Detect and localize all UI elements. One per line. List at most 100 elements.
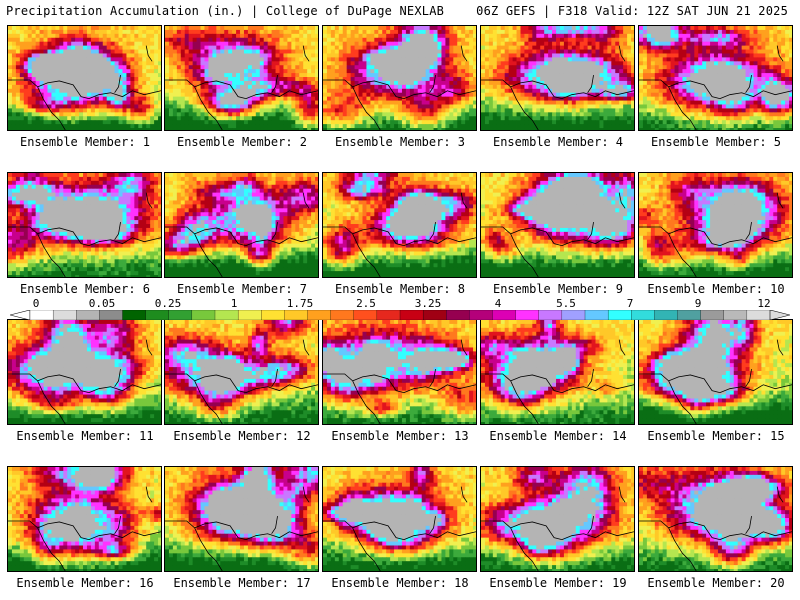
ensemble-member-map bbox=[7, 25, 162, 131]
ensemble-member-map bbox=[480, 172, 635, 278]
state-boundaries bbox=[165, 192, 318, 277]
state-boundaries bbox=[639, 339, 792, 424]
ensemble-member-label: Ensemble Member: 15 bbox=[637, 429, 795, 443]
state-boundaries bbox=[8, 486, 161, 571]
ensemble-member-map bbox=[638, 172, 793, 278]
precip-field bbox=[639, 26, 792, 130]
ensemble-member-map bbox=[7, 319, 162, 425]
ensemble-member-map bbox=[638, 319, 793, 425]
precip-field bbox=[165, 320, 318, 424]
colorbar-swatch bbox=[29, 310, 54, 320]
colorbar-swatch bbox=[168, 310, 193, 320]
ensemble-member-map bbox=[638, 25, 793, 131]
ensemble-member-map bbox=[164, 319, 319, 425]
ensemble-member-label: Ensemble Member: 10 bbox=[637, 282, 795, 296]
ensemble-member-label: Ensemble Member: 20 bbox=[637, 576, 795, 590]
colorbar-swatch bbox=[353, 310, 378, 320]
ensemble-member-map bbox=[480, 319, 635, 425]
state-boundaries bbox=[165, 486, 318, 571]
ensemble-member-label: Ensemble Member: 14 bbox=[479, 429, 637, 443]
colorbar-swatch bbox=[214, 310, 239, 320]
colorbar-swatch bbox=[607, 310, 632, 320]
colorbar-swatch bbox=[76, 310, 100, 320]
ensemble-member-map bbox=[322, 172, 477, 278]
colorbar-tick-label: 3.25 bbox=[415, 297, 442, 310]
colorbar-tick-label: 5.5 bbox=[556, 297, 576, 310]
colorbar-tick-label: 4 bbox=[495, 297, 502, 310]
precip-field bbox=[639, 173, 792, 277]
colorbar-swatch bbox=[584, 310, 609, 320]
precip-field bbox=[165, 467, 318, 571]
precip-field bbox=[481, 467, 634, 571]
colorbar-swatch bbox=[284, 310, 308, 320]
ensemble-member-label: Ensemble Member: 4 bbox=[479, 135, 637, 149]
state-boundaries bbox=[165, 45, 318, 130]
state-boundaries bbox=[481, 486, 634, 571]
ensemble-member-map bbox=[322, 25, 477, 131]
colorbar-swatch bbox=[723, 310, 748, 320]
ensemble-member-label: Ensemble Member: 18 bbox=[321, 576, 479, 590]
precip-field bbox=[481, 173, 634, 277]
colorbar-max-arrow bbox=[769, 310, 790, 320]
colorbar-swatch bbox=[492, 310, 517, 320]
precip-field bbox=[8, 26, 161, 130]
model-run-info: 06Z GEFS | F318 Valid: 12Z SAT JUN 21 20… bbox=[476, 4, 788, 18]
colorbar-tick-label: 0.05 bbox=[89, 297, 116, 310]
colorbar-swatch bbox=[446, 310, 470, 320]
colorbar-swatch bbox=[515, 310, 540, 320]
ensemble-member-label: Ensemble Member: 6 bbox=[6, 282, 164, 296]
ensemble-member-label: Ensemble Member: 3 bbox=[321, 135, 479, 149]
ensemble-member-label: Ensemble Member: 8 bbox=[321, 282, 479, 296]
colorbar-swatch bbox=[261, 310, 285, 320]
colorbar-swatch bbox=[307, 310, 332, 320]
precip-field bbox=[8, 320, 161, 424]
precip-field bbox=[8, 173, 161, 277]
precip-field bbox=[323, 26, 476, 130]
ensemble-member-map bbox=[7, 466, 162, 572]
precip-field bbox=[323, 467, 476, 571]
precip-field bbox=[165, 26, 318, 130]
state-boundaries bbox=[323, 339, 476, 424]
ensemble-member-map bbox=[164, 172, 319, 278]
colorbar-swatch bbox=[561, 310, 586, 320]
ensemble-member-map bbox=[164, 25, 319, 131]
state-boundaries bbox=[481, 339, 634, 424]
precip-field bbox=[481, 320, 634, 424]
ensemble-member-label: Ensemble Member: 17 bbox=[163, 576, 321, 590]
state-boundaries bbox=[323, 192, 476, 277]
ensemble-member-label: Ensemble Member: 2 bbox=[163, 135, 321, 149]
ensemble-member-label: Ensemble Member: 16 bbox=[6, 576, 164, 590]
ensemble-member-label: Ensemble Member: 13 bbox=[321, 429, 479, 443]
colorbar-swatch bbox=[631, 310, 655, 320]
state-boundaries bbox=[639, 486, 792, 571]
precip-field bbox=[639, 320, 792, 424]
ensemble-member-label: Ensemble Member: 19 bbox=[479, 576, 637, 590]
colorbar-min-arrow bbox=[10, 310, 31, 320]
ensemble-member-label: Ensemble Member: 7 bbox=[163, 282, 321, 296]
ensemble-member-map bbox=[164, 466, 319, 572]
colorbar-tick-label: 0.25 bbox=[155, 297, 182, 310]
ensemble-member-label: Ensemble Member: 5 bbox=[637, 135, 795, 149]
state-boundaries bbox=[639, 45, 792, 130]
precip-field bbox=[8, 467, 161, 571]
colorbar-tick-label: 7 bbox=[627, 297, 634, 310]
colorbar-swatch bbox=[654, 310, 678, 320]
ensemble-member-map bbox=[480, 466, 635, 572]
colorbar-swatch bbox=[538, 310, 563, 320]
ensemble-member-label: Ensemble Member: 12 bbox=[163, 429, 321, 443]
precip-field bbox=[165, 173, 318, 277]
precip-field bbox=[323, 173, 476, 277]
colorbar-swatch bbox=[746, 310, 771, 320]
state-boundaries bbox=[165, 339, 318, 424]
state-boundaries bbox=[481, 192, 634, 277]
ensemble-member-map bbox=[7, 172, 162, 278]
state-boundaries bbox=[8, 45, 161, 130]
colorbar-swatch bbox=[700, 310, 725, 320]
colorbar-tick-label: 9 bbox=[695, 297, 702, 310]
state-boundaries bbox=[8, 339, 161, 424]
ensemble-member-map bbox=[480, 25, 635, 131]
ensemble-member-map bbox=[322, 319, 477, 425]
state-boundaries bbox=[8, 192, 161, 277]
ensemble-member-map bbox=[322, 466, 477, 572]
state-boundaries bbox=[639, 192, 792, 277]
